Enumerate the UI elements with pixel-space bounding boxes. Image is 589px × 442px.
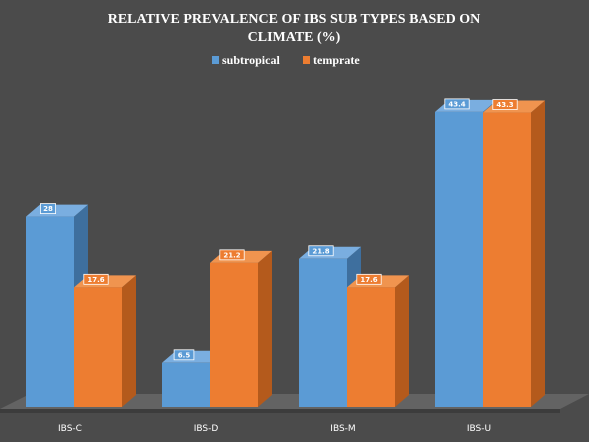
bar-side (531, 100, 545, 407)
bar-front (210, 262, 258, 407)
bars: 28 17.6 6.5 21.2 21.8 17.6 43.4 43.3 (26, 98, 545, 407)
data-label-box (219, 249, 245, 261)
tick-label-IBS-U: IBS-U (467, 424, 491, 434)
bar-IBS-M-temprate: 17.6 (347, 273, 409, 407)
bar-front (162, 362, 210, 407)
data-label-box (492, 99, 518, 110)
bar-side (258, 250, 272, 407)
legend: subtropical temprate (212, 53, 360, 67)
data-label-box (40, 203, 57, 215)
legend-label-subtropical: subtropical (222, 53, 280, 67)
legend-swatch-subtropical (212, 56, 219, 64)
legend-swatch-temprate (303, 56, 310, 64)
bar-front (483, 112, 531, 407)
bar-front (347, 287, 395, 407)
data-label: 6.5 (178, 351, 191, 359)
chart-title-line1: RELATIVE PREVALENCE OF IBS SUB TYPES BAS… (108, 12, 481, 27)
bar-side (395, 275, 409, 407)
data-label-box (356, 273, 382, 285)
tick-label-IBS-M: IBS-M (330, 424, 355, 434)
data-label: 21.2 (223, 251, 240, 259)
bar-IBS-C-temprate: 17.6 (74, 273, 136, 407)
tick-label-IBS-D: IBS-D (194, 424, 219, 434)
tick-label-IBS-C: IBS-C (58, 424, 82, 434)
data-label: 17.6 (87, 276, 104, 284)
chart-title-line2: CLIMATE (%) (248, 30, 341, 45)
bar-IBS-D-temprate: 21.2 (210, 249, 272, 407)
bar-IBS-U-temprate: 43.3 (483, 99, 545, 407)
data-label: 28 (43, 205, 53, 213)
data-label: 21.8 (312, 247, 329, 255)
bar-side (122, 275, 136, 407)
bar-front (435, 111, 483, 407)
data-label-box (444, 98, 470, 110)
data-label-box (308, 245, 334, 257)
bar-front (26, 216, 74, 407)
floor-front (0, 409, 560, 413)
data-label: 43.3 (496, 101, 513, 109)
data-label-box (83, 273, 109, 285)
legend-label-temprate: temprate (313, 53, 360, 67)
data-label: 17.6 (360, 276, 377, 284)
x-ticks: IBS-C IBS-D IBS-M IBS-U (58, 424, 491, 434)
data-label: 43.4 (448, 100, 465, 108)
bar-front (299, 258, 347, 407)
bar-front (74, 287, 122, 407)
data-label-box (173, 349, 195, 361)
